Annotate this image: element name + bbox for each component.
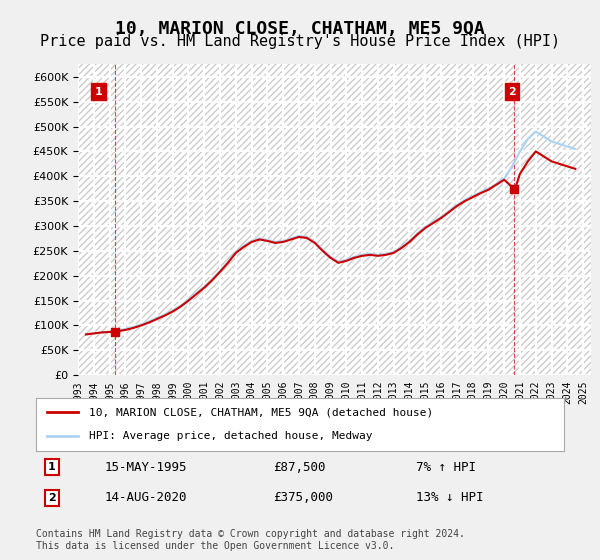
Text: £87,500: £87,500 — [274, 461, 326, 474]
Text: 13% ↓ HPI: 13% ↓ HPI — [416, 492, 484, 505]
Text: £375,000: £375,000 — [274, 492, 334, 505]
Text: 14-AUG-2020: 14-AUG-2020 — [104, 492, 187, 505]
Text: Contains HM Land Registry data © Crown copyright and database right 2024.
This d: Contains HM Land Registry data © Crown c… — [36, 529, 465, 551]
Text: 2: 2 — [48, 493, 56, 503]
Text: 1: 1 — [48, 462, 56, 472]
Text: Price paid vs. HM Land Registry's House Price Index (HPI): Price paid vs. HM Land Registry's House … — [40, 34, 560, 49]
Text: 1: 1 — [95, 87, 103, 97]
Text: 10, MARION CLOSE, CHATHAM, ME5 9QA: 10, MARION CLOSE, CHATHAM, ME5 9QA — [115, 20, 485, 38]
Text: 15-MAY-1995: 15-MAY-1995 — [104, 461, 187, 474]
Text: HPI: Average price, detached house, Medway: HPI: Average price, detached house, Medw… — [89, 431, 372, 441]
Text: 10, MARION CLOSE, CHATHAM, ME5 9QA (detached house): 10, MARION CLOSE, CHATHAM, ME5 9QA (deta… — [89, 408, 433, 418]
Text: 7% ↑ HPI: 7% ↑ HPI — [416, 461, 476, 474]
Text: 2: 2 — [508, 87, 516, 97]
